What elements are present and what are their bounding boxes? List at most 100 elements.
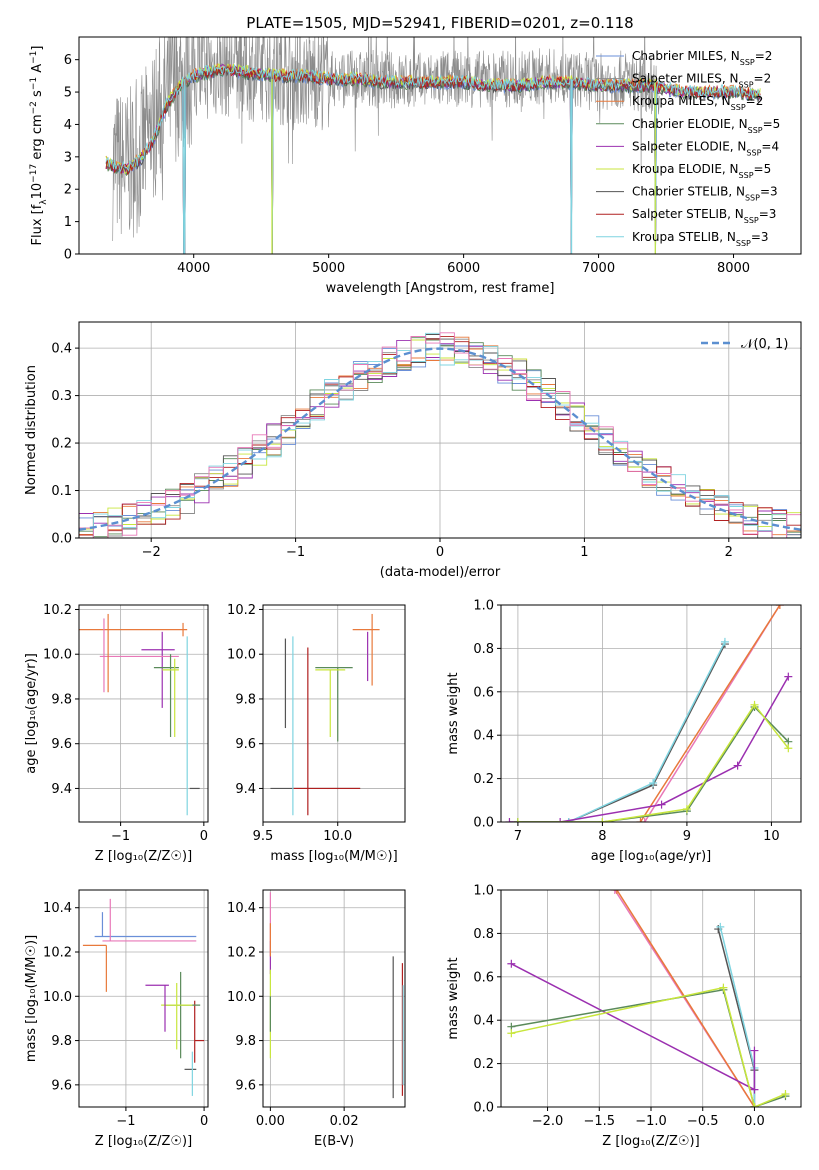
weight-marker: [612, 890, 621, 894]
axes-age-vs-Z: −1 0 9.4 9.6 9.8 10.0 10.2 Z [log₁₀(Z/Z☉)] age […: [24, 603, 209, 864]
x-tick-label: −0.5: [687, 1114, 719, 1129]
legend-tail: =2: [746, 94, 764, 108]
x-tick-label: 0.02: [330, 1114, 359, 1129]
weight-marker: [750, 1103, 759, 1107]
weight-marker: [720, 637, 729, 646]
y-tick-label: 0.8: [473, 642, 494, 657]
axes-spectrum: 4000 5000 6000 7000 8000 0 1 2 3 4 5 6 wavelength [A…: [29, 36, 802, 296]
legend-sub: SSP: [745, 193, 760, 202]
y-tick-label: 1.0: [473, 599, 494, 614]
weight-marker: [784, 744, 793, 753]
y-label-part: λ: [39, 199, 49, 205]
y-tick-label: 5: [64, 86, 72, 101]
legend-text: Salpeter MILES, N: [632, 72, 739, 86]
y-tick-label: 9.6: [235, 737, 256, 752]
axes-frame: [500, 604, 802, 823]
weight-marker: [636, 818, 645, 822]
errorbar-point-4: [352, 613, 380, 686]
y-tick-label: 0.0: [51, 532, 72, 547]
legend-tail: =2: [755, 49, 773, 63]
plot-area-spectrum: [105, 37, 761, 254]
y-tick-label: 0.0: [473, 816, 494, 831]
plot-area-mass-weight-vs-Z: [507, 890, 790, 1107]
observed-spectrum: [112, 37, 660, 242]
x-tick-label: 8000: [717, 261, 750, 276]
y-tick-label: 0.2: [473, 772, 494, 787]
plot-area-age-vs-mass: [270, 613, 380, 816]
x-tick-label: 0: [200, 1114, 208, 1129]
y-axis-label: mass weight: [446, 957, 461, 1039]
x-axis-label: mass [log₁₀(M/M☉)]: [270, 849, 397, 864]
y-tick-label: 0.4: [473, 729, 494, 744]
y-tick-label: 2: [64, 183, 72, 198]
x-tick-label: −1: [111, 829, 130, 844]
legend-sub: SSP: [736, 238, 751, 247]
y-tick-label: 10.2: [227, 603, 256, 618]
legend-entry-1: Salpeter MILES, NSSP=2: [632, 72, 771, 90]
y-tick-label: 9.8: [235, 692, 256, 707]
x-tick-label: 7000: [582, 261, 615, 276]
legend-text: Kroupa ELODIE, N: [632, 162, 739, 176]
weight-line-3: [517, 641, 726, 822]
weight-line-1: [639, 605, 781, 822]
errorbar-point-1: [292, 647, 361, 816]
weight-marker: [649, 778, 658, 787]
x-axis-label: (data-model)/error: [380, 565, 501, 580]
weight-line-5: [511, 988, 786, 1107]
weight-marker: [598, 818, 607, 822]
weight-marker: [781, 1089, 790, 1098]
y-tick-label: 0.4: [473, 1014, 494, 1029]
weight-marker: [733, 761, 742, 770]
weight-line-4: [509, 676, 789, 822]
errorbar-point-7: [315, 667, 353, 742]
y-tick-label: 10.0: [43, 648, 72, 663]
residual-histogram-9: [79, 332, 801, 538]
axes-frame: [262, 889, 406, 1108]
y-tick-label: 3: [64, 150, 72, 165]
legend-entry-2: Kroupa MILES, NSSP=2: [632, 94, 763, 112]
model-spectrum-5: [105, 63, 761, 175]
y-tick-label: 10.4: [227, 901, 256, 916]
weight-marker: [507, 1029, 516, 1038]
plot-area-residuals: [79, 332, 801, 538]
y-tick-label: 10.4: [43, 901, 72, 916]
axes-frame: [78, 889, 209, 1108]
x-tick-label: 10: [763, 829, 780, 844]
y-tick-label: 0.2: [473, 1057, 494, 1072]
legend-tail: =4: [761, 139, 779, 153]
plot-area-mass-weight-vs-age: [505, 605, 793, 822]
x-tick-label: −1.5: [583, 1114, 615, 1129]
legend-text: Kroupa STELIB, N: [632, 230, 736, 244]
y-tick-label: 9.6: [235, 1078, 256, 1093]
y-label-part: s: [30, 90, 45, 101]
x-tick-label: −2: [142, 545, 161, 560]
weight-marker: [750, 1046, 759, 1055]
x-tick-label: 0.00: [256, 1114, 285, 1129]
x-tick-label: 1: [580, 545, 588, 560]
axes-frame: [262, 604, 406, 823]
model-spectrum-6: [105, 66, 761, 254]
errorbar-point-2: [194, 1000, 205, 1063]
y-label-part: Flux [f: [30, 204, 45, 245]
y-tick-label: 9.4: [51, 782, 72, 797]
y-tick-label: 0.1: [51, 484, 72, 499]
y-tick-label: 9.8: [51, 1034, 72, 1049]
plot-area-age-vs-Z: [79, 613, 200, 816]
legend-sub: SSP: [744, 216, 759, 225]
weight-line-6: [517, 703, 789, 822]
legend-sub: SSP: [748, 125, 763, 134]
weight-marker: [556, 818, 565, 822]
y-axis-label: Normed distribution: [24, 365, 39, 495]
legend-sub: SSP: [740, 58, 755, 67]
x-tick-label: 10.0: [323, 829, 352, 844]
legend-text: Chabrier ELODIE, N: [632, 117, 748, 131]
x-tick-label: 2: [725, 545, 733, 560]
y-tick-label: 10.2: [43, 946, 72, 961]
y-tick-label: 9.6: [51, 737, 72, 752]
x-tick-label: −1: [286, 545, 305, 560]
y-axis-label: age [log₁₀(age/yr)]: [24, 653, 39, 774]
axes-mass-weight-vs-Z: −2.0 −1.5 −1.0 −0.5 0.0 0.0 0.2 0.4 0.6 0.8 1.0 Z […: [446, 884, 802, 1149]
legend-text: Kroupa MILES, N: [632, 94, 731, 108]
figure-title: PLATE=1505, MJD=52941, FIBERID=0201, z=0…: [246, 14, 633, 32]
